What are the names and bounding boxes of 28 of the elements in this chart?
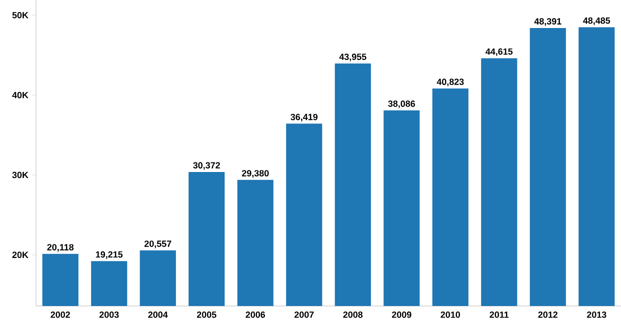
data-label: 43,955 — [339, 54, 366, 62]
x-tick-label: 2009 — [392, 312, 412, 318]
data-label: 20,118 — [47, 244, 74, 252]
x-tick-label: 2003 — [99, 312, 119, 318]
x-tick-label: 2012 — [538, 312, 558, 318]
x-tick-label: 2013 — [586, 312, 606, 318]
data-label: 40,823 — [436, 78, 464, 86]
x-tick-label: 2008 — [343, 312, 363, 318]
x-tick-label: 2006 — [246, 312, 266, 318]
x-tick-label: 2007 — [294, 312, 314, 318]
y-tick-label: 40K — [12, 92, 28, 98]
x-tick-label: 2004 — [148, 312, 168, 318]
data-label: 48,485 — [583, 17, 610, 26]
data-label: 44,615 — [486, 48, 513, 56]
data-label: 30,372 — [193, 162, 220, 170]
data-label: 48,391 — [534, 18, 562, 26]
y-tick-label: 30K — [12, 172, 28, 178]
x-tick-label: 2002 — [50, 312, 70, 318]
x-tick-label: 2011 — [490, 312, 509, 318]
y-tick-label: 20K — [12, 252, 28, 258]
x-tick-label: 2005 — [196, 312, 216, 318]
data-label: 20,557 — [144, 240, 172, 248]
data-label: 36,419 — [290, 114, 318, 122]
y-tick-label: 50K — [12, 12, 28, 18]
x-tick-label: 2010 — [440, 312, 460, 318]
data-label: 38,086 — [388, 100, 416, 108]
data-label: 19,215 — [96, 251, 123, 259]
data-label: 29,380 — [242, 170, 269, 178]
